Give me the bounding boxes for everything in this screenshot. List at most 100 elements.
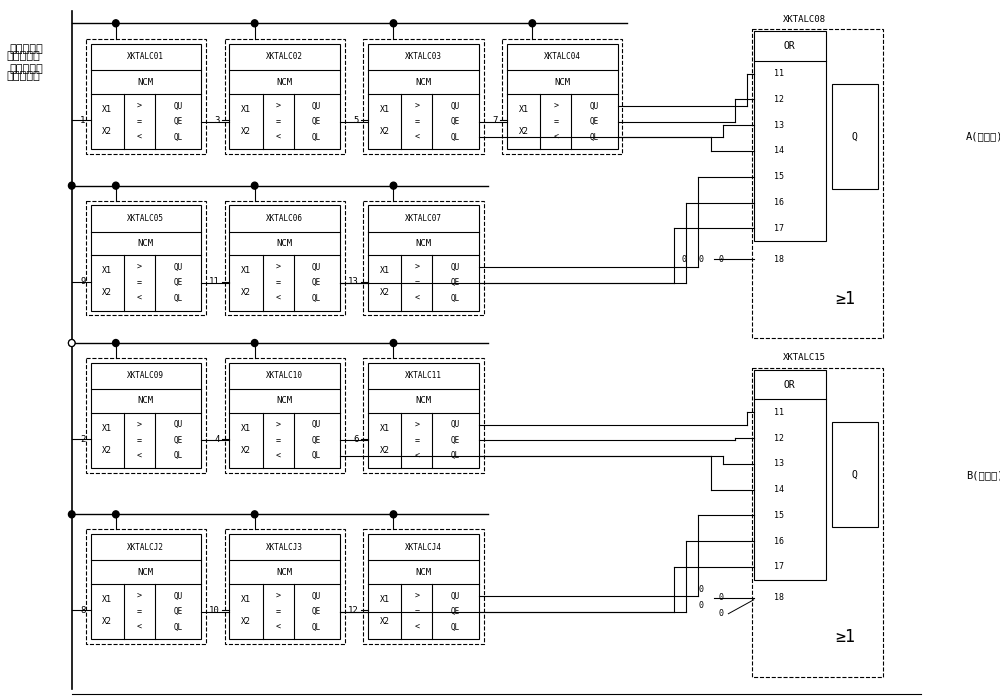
Bar xyxy=(754,370,826,580)
Text: QU: QU xyxy=(312,420,321,429)
Text: <: < xyxy=(137,622,142,631)
Bar xyxy=(502,39,622,154)
Text: QU: QU xyxy=(312,263,321,272)
Text: >: > xyxy=(276,592,281,601)
Text: 轧制道次号: 轧制道次号 xyxy=(6,71,40,81)
Bar xyxy=(229,534,340,639)
Text: NCM: NCM xyxy=(415,568,432,577)
Text: QE: QE xyxy=(451,279,460,288)
Text: X1: X1 xyxy=(380,595,390,604)
Circle shape xyxy=(251,340,258,346)
Text: >: > xyxy=(414,263,419,272)
Circle shape xyxy=(68,182,75,189)
Text: >: > xyxy=(276,263,281,272)
Bar xyxy=(363,358,484,472)
Bar xyxy=(91,534,201,639)
Text: X1: X1 xyxy=(519,105,529,114)
Text: NCM: NCM xyxy=(415,396,432,405)
Text: 0: 0 xyxy=(718,609,723,618)
Text: NCM: NCM xyxy=(415,239,432,248)
Text: XKTALC08: XKTALC08 xyxy=(783,15,826,24)
Text: QL: QL xyxy=(451,452,460,461)
Text: 15: 15 xyxy=(774,511,784,520)
Text: 3: 3 xyxy=(215,116,220,125)
Bar xyxy=(363,39,484,154)
Text: QL: QL xyxy=(312,452,321,461)
Text: 当前开坯机: 当前开坯机 xyxy=(6,51,40,61)
Text: XKTALC04: XKTALC04 xyxy=(544,52,581,62)
Text: NCM: NCM xyxy=(138,568,154,577)
Text: 1: 1 xyxy=(80,116,86,125)
Bar xyxy=(368,44,479,149)
Circle shape xyxy=(390,182,397,189)
Text: QL: QL xyxy=(173,294,183,303)
Text: X1: X1 xyxy=(102,105,112,114)
Bar xyxy=(225,529,345,644)
Bar xyxy=(229,44,340,149)
Bar xyxy=(752,368,883,677)
Text: QU: QU xyxy=(590,102,599,111)
Text: X2: X2 xyxy=(241,617,251,626)
Circle shape xyxy=(113,182,119,189)
Text: QU: QU xyxy=(312,102,321,111)
Text: 15: 15 xyxy=(774,172,784,181)
Text: <: < xyxy=(137,294,142,303)
Bar xyxy=(86,529,206,644)
Bar xyxy=(86,201,206,315)
Text: >: > xyxy=(553,102,558,111)
Text: 9: 9 xyxy=(80,277,86,286)
Bar xyxy=(225,201,345,315)
Text: X1: X1 xyxy=(380,105,390,114)
Bar xyxy=(752,29,883,338)
Text: QU: QU xyxy=(173,102,183,111)
Text: 13: 13 xyxy=(774,459,784,468)
Text: 18: 18 xyxy=(774,255,784,264)
Text: 6: 6 xyxy=(354,435,359,444)
Text: 12: 12 xyxy=(348,606,359,615)
Text: <: < xyxy=(276,294,281,303)
Bar xyxy=(363,529,484,644)
Text: =: = xyxy=(276,279,281,288)
Text: =: = xyxy=(414,117,419,126)
Text: QL: QL xyxy=(312,294,321,303)
Text: =: = xyxy=(414,279,419,288)
Text: 17: 17 xyxy=(774,224,784,233)
Text: QU: QU xyxy=(173,263,183,272)
Text: B(偶道次): B(偶道次) xyxy=(966,470,1000,480)
Text: QE: QE xyxy=(312,436,321,445)
Text: 17: 17 xyxy=(774,563,784,571)
Text: <: < xyxy=(276,132,281,141)
Text: OR: OR xyxy=(784,41,796,51)
Text: <: < xyxy=(276,622,281,631)
Text: ≥1: ≥1 xyxy=(835,290,855,307)
Text: >: > xyxy=(414,592,419,601)
Text: X2: X2 xyxy=(519,127,529,136)
Text: QL: QL xyxy=(312,622,321,631)
Text: =: = xyxy=(276,607,281,616)
Bar xyxy=(368,205,479,311)
Text: XKTALC06: XKTALC06 xyxy=(266,214,303,223)
Bar xyxy=(507,44,618,149)
Text: 8: 8 xyxy=(80,606,86,615)
Circle shape xyxy=(113,511,119,518)
Text: <: < xyxy=(414,452,419,461)
Text: =: = xyxy=(137,117,142,126)
Bar xyxy=(754,32,826,242)
Text: QE: QE xyxy=(312,607,321,616)
Text: QE: QE xyxy=(173,279,183,288)
Text: NCM: NCM xyxy=(138,396,154,405)
Text: =: = xyxy=(414,607,419,616)
Text: 0: 0 xyxy=(718,255,723,264)
Text: =: = xyxy=(137,436,142,445)
Text: 13: 13 xyxy=(774,120,784,130)
Text: 4: 4 xyxy=(215,435,220,444)
Text: OR: OR xyxy=(784,379,796,390)
Circle shape xyxy=(251,511,258,518)
Text: QU: QU xyxy=(451,102,460,111)
Text: 5: 5 xyxy=(354,116,359,125)
Text: X2: X2 xyxy=(102,446,112,455)
Text: <: < xyxy=(276,452,281,461)
Text: QL: QL xyxy=(173,132,183,141)
Text: QL: QL xyxy=(173,452,183,461)
Bar xyxy=(368,534,479,639)
